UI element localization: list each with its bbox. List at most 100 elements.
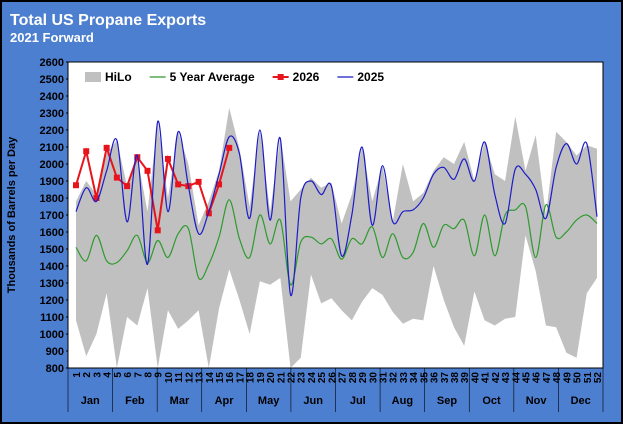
x-tick-label: 9 (154, 372, 165, 378)
series-marker (154, 227, 161, 234)
chart-subtitle: 2021 Forward (10, 30, 94, 45)
y-tick-label: 2600 (40, 57, 64, 69)
x-tick-label: 1 (72, 372, 83, 378)
y-tick-label: 1200 (40, 295, 64, 307)
x-tick-label: 3 (92, 372, 103, 378)
x-tick-label: 49 (562, 372, 573, 384)
x-tick-label: 52 (593, 372, 604, 384)
chart-title: Total US Propane Exports (10, 12, 206, 29)
x-tick-label: 5 (113, 372, 124, 378)
month-label: Jun (303, 395, 323, 407)
x-tick-label: 12 (184, 372, 195, 384)
x-tick-label: 48 (552, 372, 563, 384)
x-tick-label: 47 (542, 372, 553, 384)
x-tick-label: 6 (123, 372, 134, 378)
series-marker (73, 182, 79, 189)
series-marker (216, 181, 223, 188)
y-tick-label: 2200 (40, 125, 64, 137)
month-label: Oct (482, 395, 501, 407)
x-tick-label: 42 (491, 372, 502, 384)
month-label: Feb (125, 395, 145, 407)
series-marker (164, 155, 171, 162)
y-tick-label: 2000 (40, 159, 64, 171)
y-tick-label: 2300 (40, 108, 64, 120)
series-marker (93, 195, 100, 201)
x-tick-label: 19 (256, 372, 267, 384)
month-label: Mar (170, 395, 190, 407)
series-marker (144, 167, 151, 174)
x-tick-label: 24 (307, 372, 318, 384)
y-tick-label: 1500 (40, 244, 64, 256)
x-tick-label: 4 (103, 372, 114, 378)
series-marker (175, 181, 182, 188)
series-marker (113, 174, 120, 181)
y-tick-label: 1600 (40, 227, 64, 239)
x-tick-label: 33 (399, 372, 410, 384)
x-tick-label: 38 (450, 372, 461, 384)
series-marker (124, 183, 131, 190)
x-tick-label: 29 (358, 372, 369, 384)
month-label: Apr (215, 395, 235, 407)
x-tick-label: 15 (215, 372, 226, 384)
series-marker (226, 144, 233, 151)
x-tick-label: 31 (378, 372, 389, 384)
y-tick-label: 800 (46, 363, 64, 375)
x-tick-label: 41 (481, 372, 492, 384)
month-label: Sep (437, 395, 457, 407)
series-marker (195, 178, 202, 185)
series-marker (103, 144, 110, 151)
x-tick-label: 17 (235, 372, 246, 384)
legend-label: 5 Year Average (170, 70, 255, 84)
x-tick-label: 7 (133, 372, 144, 378)
month-label: Nov (526, 395, 548, 407)
legend-swatch (85, 72, 101, 82)
x-tick-label: 20 (266, 372, 277, 384)
x-tick-label: 25 (317, 372, 328, 384)
y-tick-label: 1000 (40, 329, 64, 341)
x-tick-label: 21 (276, 372, 287, 384)
x-tick-label: 34 (409, 372, 420, 384)
x-tick-label: 46 (532, 372, 543, 384)
x-tick-label: 27 (338, 372, 349, 384)
month-label: Aug (392, 395, 413, 407)
legend-marker (277, 74, 284, 80)
x-tick-label: 22 (287, 372, 298, 384)
x-tick-label: 2 (82, 372, 93, 378)
x-tick-label: 11 (174, 372, 185, 383)
x-tick-label: 30 (368, 372, 379, 384)
month-label: Dec (571, 395, 591, 407)
x-tick-label: 37 (440, 372, 451, 384)
legend-label: 2025 (357, 70, 384, 84)
x-tick-label: 50 (573, 372, 584, 384)
y-tick-label: 2500 (40, 74, 64, 86)
y-tick-label: 1300 (40, 278, 64, 290)
month-label: Jul (350, 395, 366, 407)
y-tick-label: 1700 (40, 210, 64, 222)
x-tick-label: 44 (511, 372, 522, 384)
series-line (75, 199, 598, 286)
month-label: Jan (81, 395, 100, 407)
x-tick-label: 16 (225, 372, 236, 384)
x-tick-label: 43 (501, 372, 512, 384)
legend-label: 2026 (293, 70, 320, 84)
series-line (75, 120, 598, 296)
y-tick-label: 1400 (40, 261, 64, 273)
y-axis-label: Thousands of Barrels per Day (6, 136, 18, 293)
month-label: May (258, 395, 280, 407)
legend-label: HiLo (105, 70, 132, 84)
y-tick-label: 1900 (40, 176, 64, 188)
series-marker (83, 148, 90, 155)
x-tick-label: 39 (460, 372, 471, 384)
x-tick-label: 36 (430, 372, 441, 384)
x-tick-label: 40 (470, 372, 481, 384)
x-tick-label: 45 (521, 372, 532, 384)
x-tick-label: 32 (389, 372, 400, 384)
y-tick-label: 900 (46, 346, 64, 358)
y-tick-label: 1100 (40, 312, 64, 324)
hilo-band (76, 107, 597, 369)
x-tick-label: 8 (144, 372, 155, 378)
x-tick-label: 26 (327, 372, 338, 384)
x-tick-label: 18 (246, 372, 257, 384)
x-tick-label: 51 (583, 372, 594, 384)
